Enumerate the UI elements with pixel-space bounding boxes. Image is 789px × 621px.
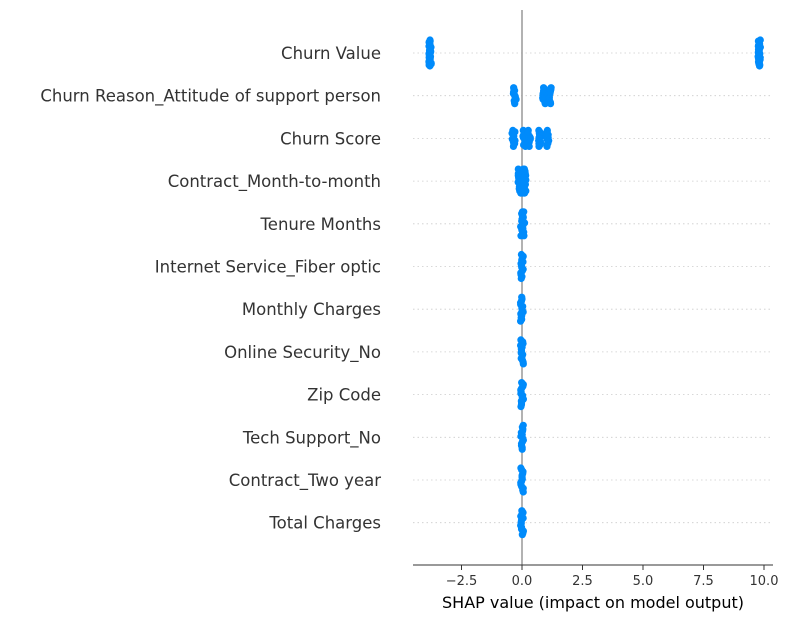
shap-dot <box>520 232 528 240</box>
feature-label: Churn Score <box>280 129 381 148</box>
shap-dot <box>543 142 551 150</box>
x-tick-label: 0.0 <box>512 574 533 589</box>
shap-dot <box>509 142 518 150</box>
shap-dot <box>518 531 526 539</box>
shap-dot <box>517 317 525 325</box>
shap-dot <box>517 403 525 411</box>
x-tick-label: 7.5 <box>693 574 714 589</box>
shap-dot <box>755 62 764 70</box>
shap-dot <box>535 142 543 150</box>
shap-dot <box>519 360 527 368</box>
feature-label: Total Charges <box>268 514 381 533</box>
x-axis-title: SHAP value (impact on model output) <box>442 593 744 612</box>
x-tick-label: 5.0 <box>633 574 654 589</box>
shap-dot <box>546 100 555 108</box>
row-gridlines <box>413 52 773 524</box>
x-tick-label: −2.5 <box>446 574 478 589</box>
feature-label: Monthly Charges <box>242 300 381 319</box>
shap-dots <box>425 36 764 539</box>
x-axis-ticks: −2.5 0.0 2.5 5.0 7.5 10.0 <box>446 565 779 589</box>
feature-label: Churn Reason_Attitude of support person <box>40 87 381 107</box>
feature-label: Contract_Month-to-month <box>168 172 381 192</box>
shap-dot <box>525 142 533 150</box>
feature-labels: Churn Value Churn Reason_Attitude of supp… <box>40 44 381 533</box>
feature-label: Internet Service_Fiber optic <box>155 258 381 278</box>
shap-dot <box>511 100 519 108</box>
feature-label: Contract_Two year <box>229 471 381 491</box>
shap-dot <box>426 62 434 70</box>
feature-label: Tech Support_No <box>242 428 381 448</box>
feature-label: Churn Value <box>281 44 381 63</box>
feature-label: Tenure Months <box>260 215 381 234</box>
shap-dot <box>519 488 527 496</box>
feature-label: Online Security_No <box>224 343 381 363</box>
feature-label: Zip Code <box>307 386 381 405</box>
shap-dot <box>520 189 529 197</box>
x-tick-label: 10.0 <box>750 574 779 589</box>
shap-dot <box>517 274 525 283</box>
shap-dot <box>518 445 526 453</box>
x-tick-label: 2.5 <box>572 574 593 589</box>
